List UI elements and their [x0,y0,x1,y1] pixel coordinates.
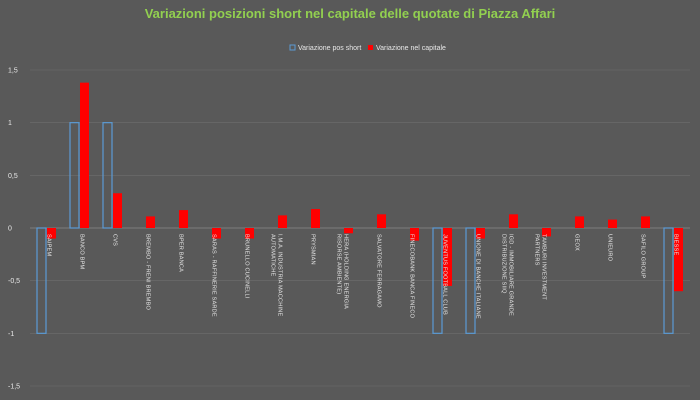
bar-variazione-nel-capitale-saras-raffinerie-sarde [212,228,221,239]
legend-swatch-variazione-pos-short [289,44,296,51]
y-tick-label: 1,5 [8,68,18,75]
x-category-label: SAFILO GROUP [640,234,646,278]
x-category-label: HERA (HOLDING ENERGIARISORSE AMBIENTE) [336,234,349,309]
bar-variazione-nel-capitale-biesse [674,228,683,292]
x-category-label: SALVATORE FERRAGAMO [376,234,382,308]
y-tick-label: 1 [8,120,12,127]
x-category-label: SARAS - RAFFINERIE SARDE [211,234,217,317]
bar-variazione-nel-capitale-i-m-a-industria-macchine-automatiche [278,215,287,228]
x-category-label: BPER BANCA [178,234,184,272]
x-category-label: IGD - IMMOBILIARE GRANDEDISTRIBUZIONE SI… [501,234,514,316]
bar-variazione-pos-short-juventus-football-club [432,227,443,334]
chart-legend: Variazione pos short Variazione nel capit… [289,44,446,52]
bar-variazione-pos-short-unione-di-banche-italiane [465,227,476,334]
bar-variazione-nel-capitale-igd-immobiliare-grande-distribuzione-siiq [509,214,518,228]
bar-variazione-nel-capitale-brembo-freni-brembo [146,216,155,228]
bar-variazione-nel-capitale-banco-bpm [80,82,89,228]
x-category-label: BANCO BPM [79,234,85,270]
y-tick-label: 0 [8,226,12,233]
x-category-label: PRYSMIAN [310,234,316,265]
bar-variazione-nel-capitale-juventus-football-club [443,228,452,286]
x-category-label: JUVENTUS FOOTBALL CLUB [442,234,448,315]
bar-variazione-pos-short-biesse [663,227,674,334]
bar-variazione-nel-capitale-finecobank-banca-fineco [410,228,419,241]
y-tick-label: -0,5 [8,278,20,285]
x-category-label: BIESSE [673,234,679,255]
y-tick-label: 0,5 [8,173,18,180]
x-category-label: SAIPEM [46,234,52,256]
chart-title: Variazioni posizioni short nel capitale … [145,6,556,21]
x-category-label: BREMBO - FRENI BREMBO [145,234,151,310]
x-category-label: BRUNELLO CUCINELLI [244,234,250,299]
bar-variazione-nel-capitale-saipem [47,228,56,239]
y-tick-label: -1 [8,331,14,338]
x-category-label: UNIEURO [607,234,613,262]
legend-label: Variazione nel capitale [376,45,446,52]
x-category-label: TAMBURI INVESTMENTPARTNERS [534,234,547,300]
gridlines [30,69,690,387]
x-axis: SAIPEM BANCO BPM CVS BREMBO - FRENI BREMBO B… [46,234,679,319]
bar-variazione-nel-capitale-prysmian [311,209,320,228]
y-tick-label: -1,5 [8,384,20,391]
x-category-label: UNIONE DI BANCHE ITALIANE [475,234,481,319]
legend-label: Variazione pos short [298,45,361,52]
plot-area [36,82,683,334]
bar-variazione-pos-short-banco-bpm [69,122,80,229]
x-category-label: FINECOBANK BANCA FINECO [409,234,415,319]
x-category-label: I.M.A. INDUSTRIA MACCHINEAUTOMATICHE [270,234,283,316]
y-axis: 1,5 1 0,5 0 -0,5 -1 -1,5 [8,68,20,391]
bar-variazione-nel-capitale-safilo-group [641,216,650,228]
bar-variazione-nel-capitale-salvatore-ferragamo [377,214,386,228]
bar-variazione-nel-capitale-unione-di-banche-italiane [476,228,485,239]
x-category-label: CVS [112,234,118,246]
legend-swatch-variazione-nel-capitale [368,45,373,50]
bar-variazione-nel-capitale-hera-holding-energia-risorse-ambiente [344,228,353,234]
bar-variazione-nel-capitale-geox [575,216,584,228]
bar-variazione-nel-capitale-tamburi-investment-partners [542,228,551,237]
bar-variazione-nel-capitale-unieuro [608,219,617,228]
bar-variazione-nel-capitale-brunello-cucinelli [245,228,254,239]
bar-variazione-nel-capitale-cvs [113,193,122,228]
bar-variazione-pos-short-cvs [102,122,113,229]
bar-variazione-nel-capitale-bper-banca [179,210,188,228]
bar-variazione-pos-short-saipem [36,227,47,334]
x-category-label: GEOX [574,234,580,251]
